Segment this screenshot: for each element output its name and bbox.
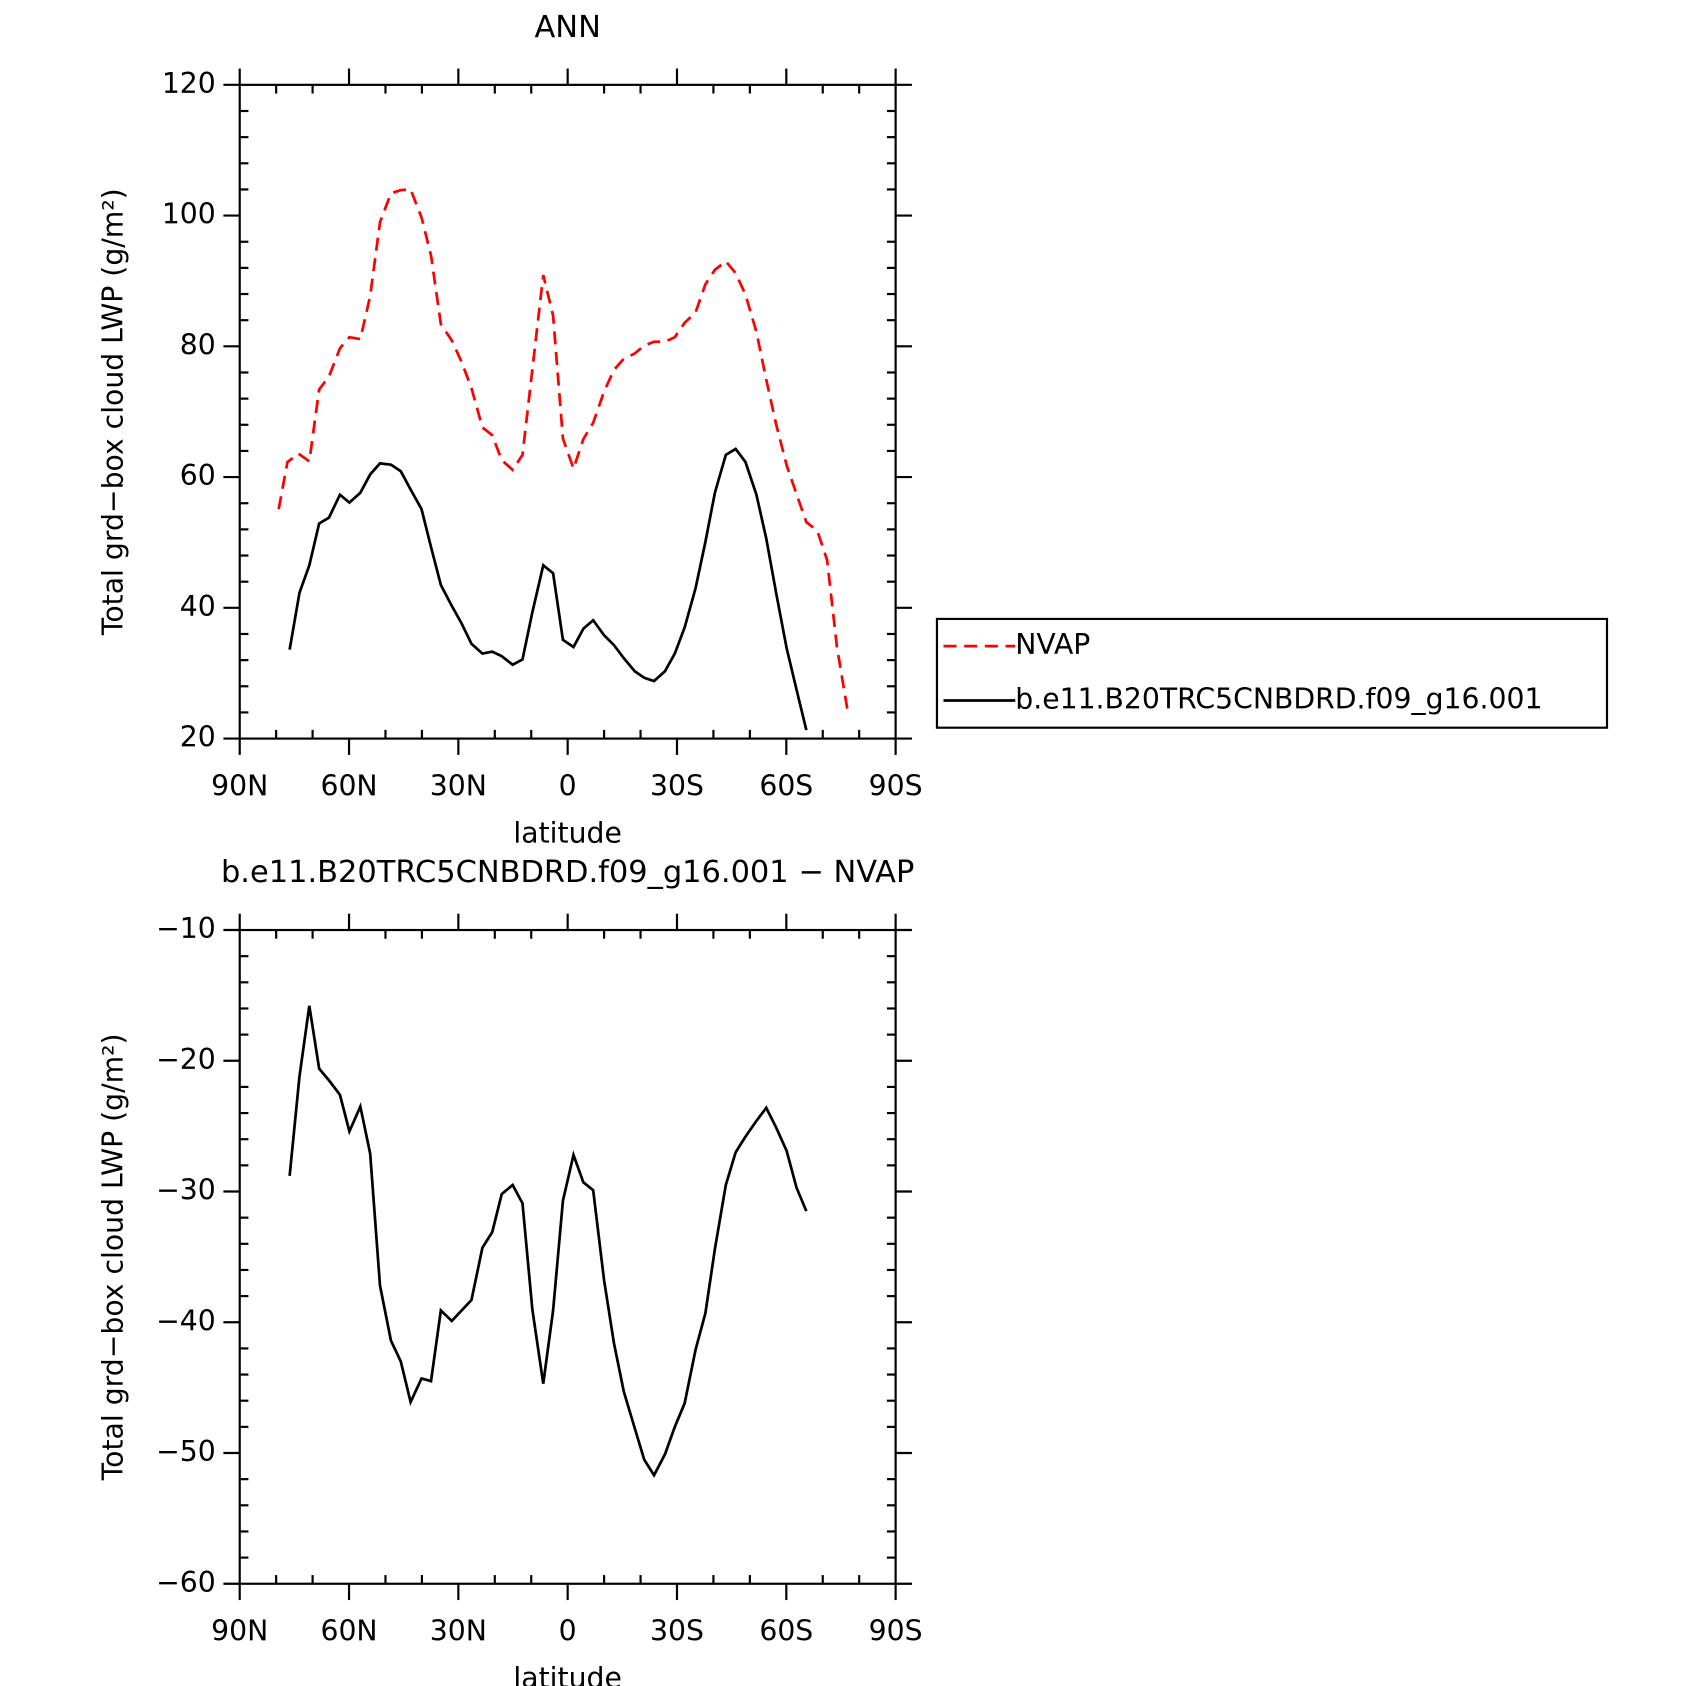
y-tick-label: 100 (162, 198, 216, 231)
data-line (288, 447, 808, 731)
x-tick-label: 0 (559, 770, 577, 803)
plot-frame (238, 83, 897, 740)
x-tick-label: 0 (559, 1615, 577, 1648)
x-tick-label: 30S (650, 1615, 704, 1648)
y-tick-label: 60 (180, 459, 216, 492)
chart-title: ANN (534, 10, 600, 45)
x-tick-label: 30N (430, 1615, 487, 1648)
x-tick-label: 90S (869, 770, 923, 803)
x-tick-label: 60S (759, 770, 813, 803)
x-tick-label: 30N (430, 770, 487, 803)
y-tick-label: 80 (180, 328, 216, 361)
x-axis-label: latitude (513, 1661, 621, 1686)
x-tick-label: 90N (211, 1615, 268, 1648)
y-tick-label: −30 (156, 1174, 216, 1207)
x-axis-label: latitude (513, 816, 621, 849)
x-tick-label: 60N (320, 770, 377, 803)
y-tick-label: −50 (156, 1435, 216, 1468)
y-tick-label: −40 (156, 1304, 216, 1337)
plot-frame (238, 928, 897, 1585)
y-axis-label: Total grd−box cloud LWP (g/m²) (97, 1033, 130, 1481)
x-tick-label: 90N (211, 770, 268, 803)
x-tick-label: 30S (650, 770, 704, 803)
data-line (288, 1005, 808, 1478)
chart-title: b.e11.B20TRC5CNBDRD.f09_g16.001 − NVAP (221, 855, 914, 890)
y-tick-label: −60 (156, 1566, 216, 1599)
x-tick-label: 90S (869, 1615, 923, 1648)
y-tick-label: 120 (162, 67, 216, 100)
data-line (277, 188, 850, 713)
legend-label: b.e11.B20TRC5CNBDRD.f09_g16.001 (1015, 683, 1542, 716)
legend-label: NVAP (1015, 628, 1090, 661)
y-tick-label: 40 (180, 590, 216, 623)
y-tick-label: 20 (180, 721, 216, 754)
x-tick-label: 60N (320, 1615, 377, 1648)
x-tick-label: 60S (759, 1615, 813, 1648)
y-tick-label: −20 (156, 1043, 216, 1076)
y-tick-label: −10 (156, 912, 216, 945)
legend-box (935, 617, 1609, 729)
y-axis-label: Total grd−box cloud LWP (g/m²) (97, 188, 130, 636)
